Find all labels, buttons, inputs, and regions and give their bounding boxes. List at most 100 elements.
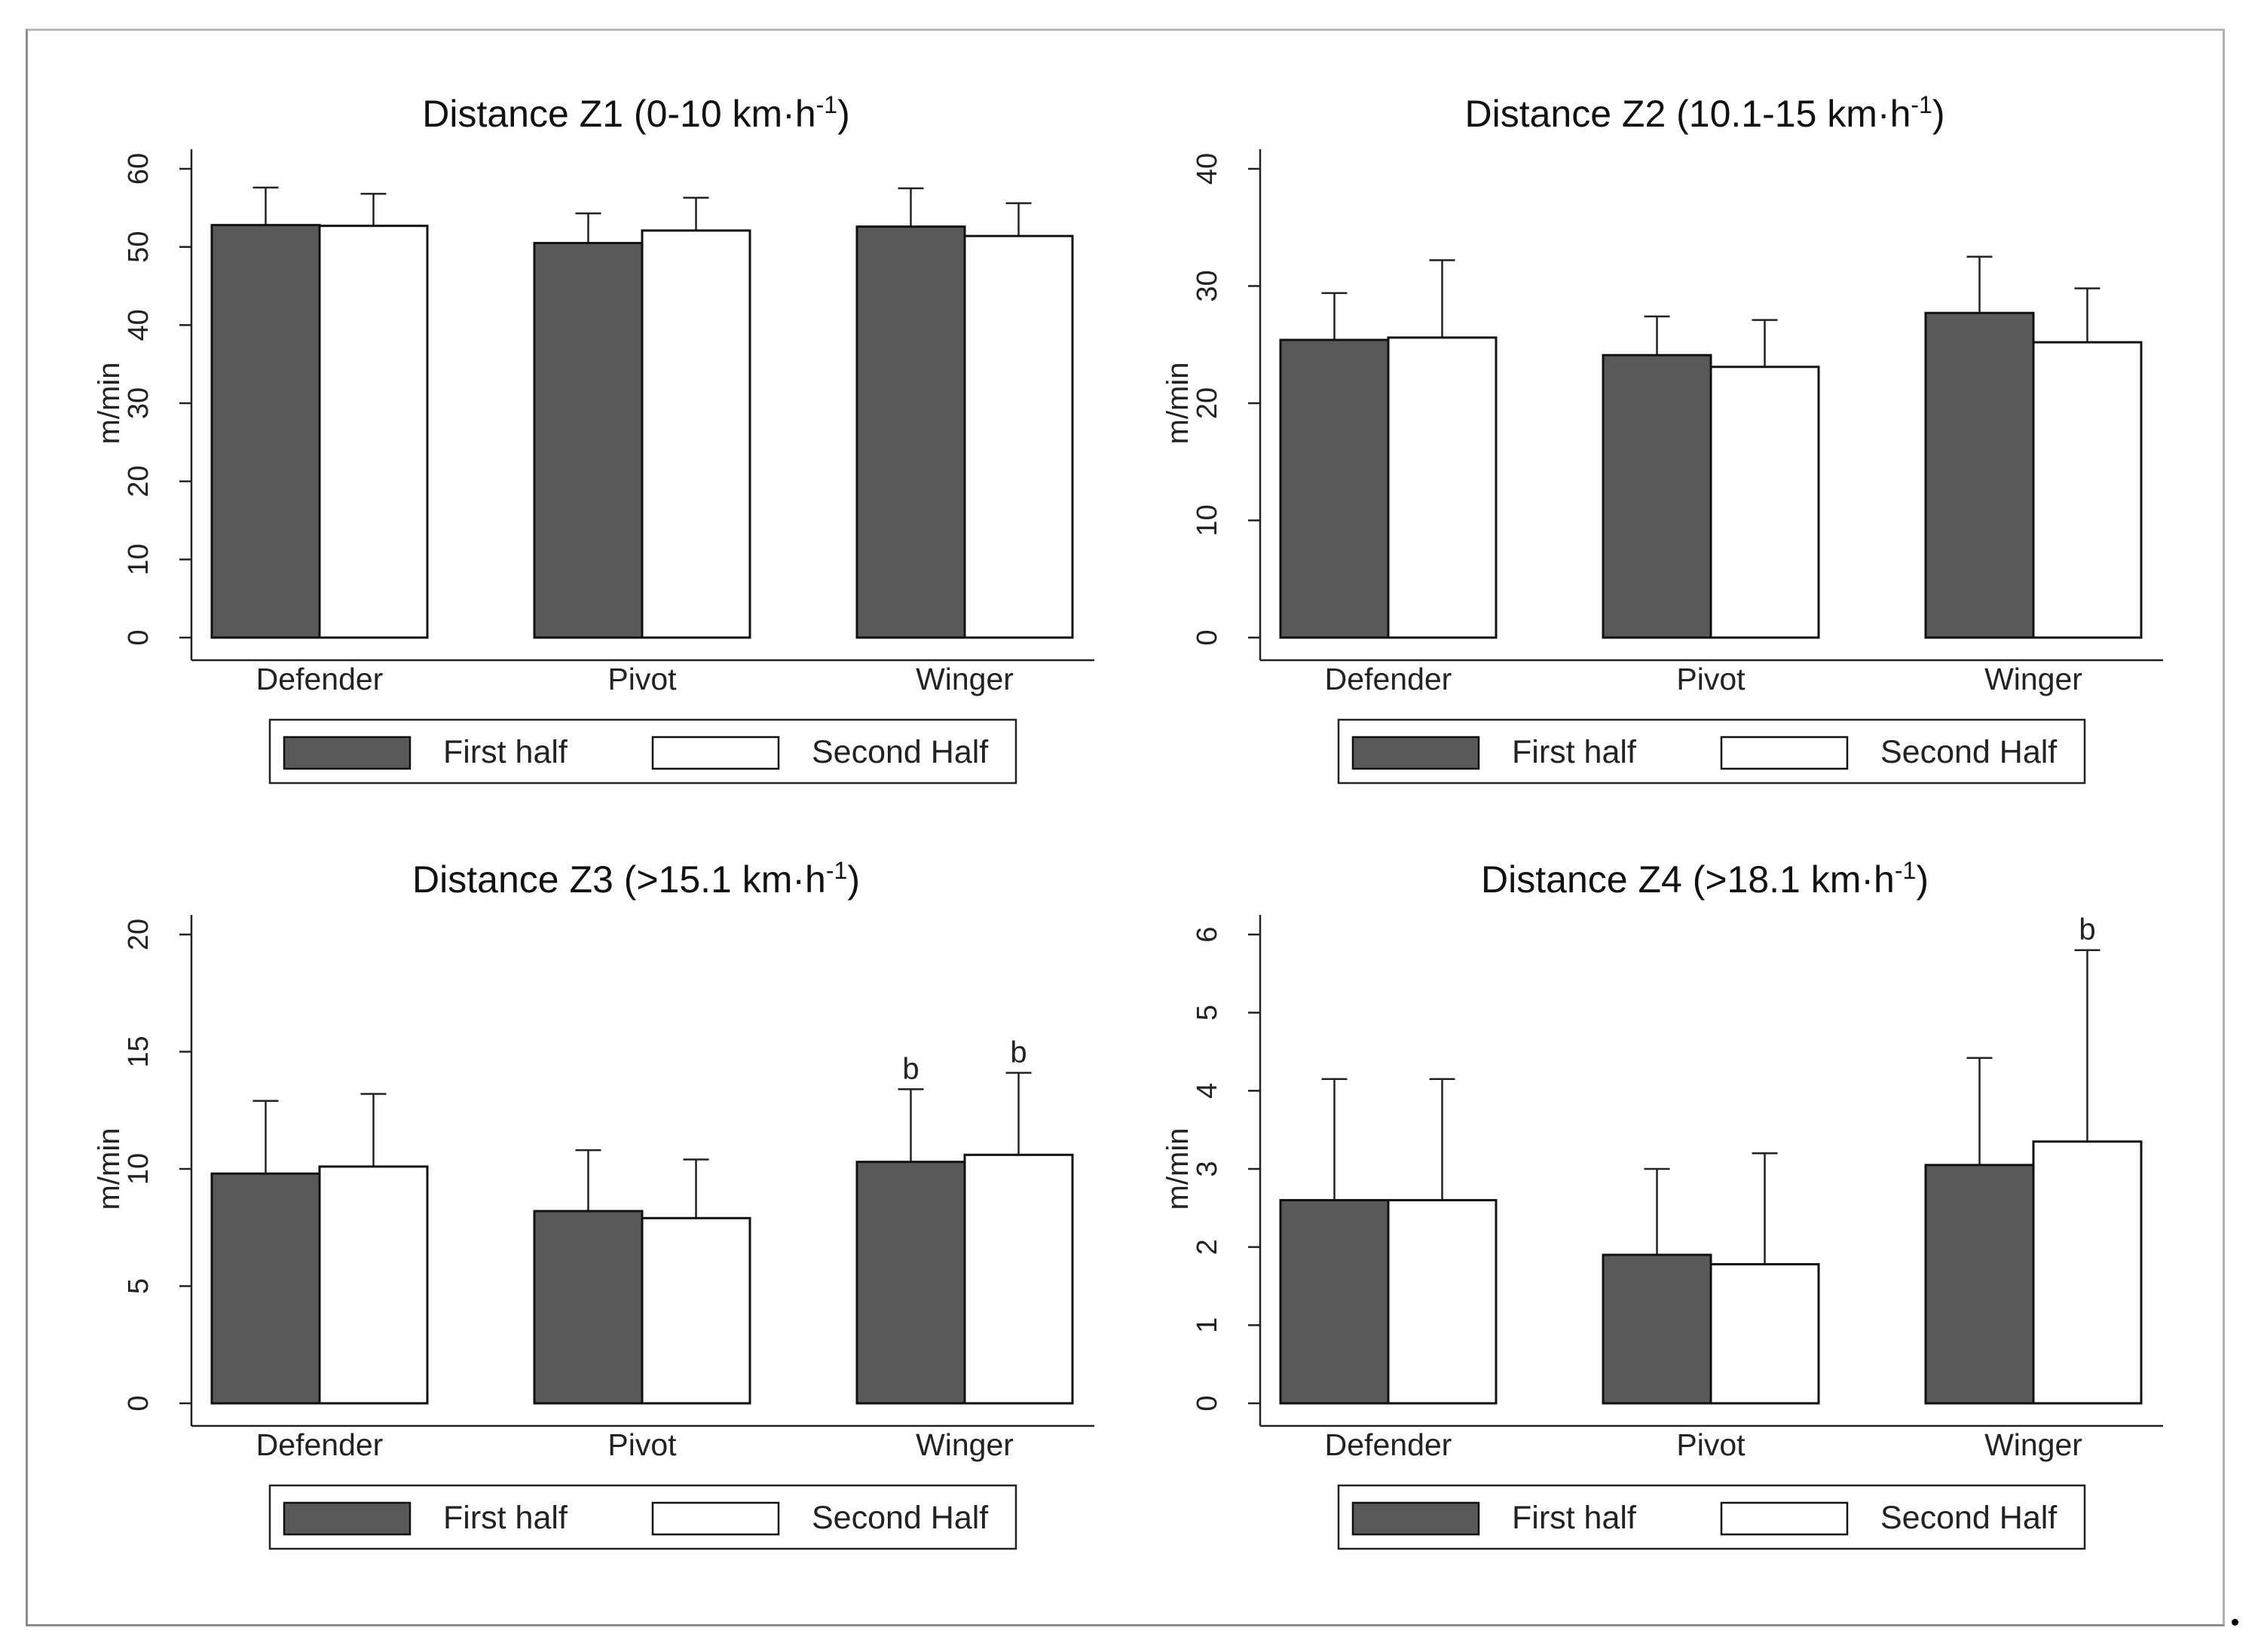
x-category-label: Winger <box>916 662 1014 696</box>
y-tick-label: 30 <box>123 387 155 419</box>
chart-title-superscript: -1 <box>816 91 837 118</box>
bar-winger-second-half <box>2032 1140 2143 1405</box>
trailing-dot <box>2232 1619 2238 1626</box>
legend-label-second-half: Second Half <box>812 1500 989 1536</box>
y-tick-label: 50 <box>123 231 155 263</box>
figure-frame <box>26 29 2225 1626</box>
y-axis-label: m/min <box>93 363 126 445</box>
x-category-label: Defender <box>256 1427 384 1462</box>
x-category-label: Defender <box>256 662 384 696</box>
y-tick-label: 60 <box>123 153 155 185</box>
bar-winger-second-half <box>963 234 1074 639</box>
y-axis-label: m/min <box>1161 1128 1195 1210</box>
legend-label-first-half: First half <box>443 734 568 770</box>
x-category-label: Winger <box>1984 662 2082 696</box>
y-tick-label: 10 <box>1192 504 1223 536</box>
y-tick-label: 40 <box>1192 153 1223 185</box>
chart-title-main: Distance Z1 (0-10 km·h <box>422 93 815 135</box>
bar-winger-first-half <box>855 1161 966 1405</box>
y-tick-label: 40 <box>123 309 155 341</box>
legend-swatch-second-half <box>1720 1501 1849 1536</box>
chart-title-close: ) <box>1932 93 1945 135</box>
legend-label-second-half: Second Half <box>812 734 989 770</box>
bar-defender-first-half <box>1279 1198 1390 1405</box>
legend-swatch-second-half <box>1720 736 1849 770</box>
legend-swatch-second-half <box>651 736 780 770</box>
chart-title-superscript: -1 <box>1911 91 1932 118</box>
significance-annotation: b <box>1010 1036 1027 1069</box>
y-tick-label: 10 <box>123 1153 155 1185</box>
chart-panel-4: Distance Z4 (>18.1 km·h-1) m/min 0 1 2 3 4 5 6 De… <box>1161 857 2163 1550</box>
legend-swatch-first-half <box>1351 736 1480 770</box>
bar-pivot-second-half <box>641 1216 751 1405</box>
y-tick-label: 5 <box>1192 1005 1223 1020</box>
chart-panel-1: Distance Z1 (0-10 km·h-1) m/min 0 10 20 30 40 5… <box>93 91 1094 785</box>
bar-pivot-first-half <box>533 1210 644 1405</box>
legend-label-first-half: First half <box>1512 1500 1637 1536</box>
bar-winger-first-half <box>1924 311 2035 639</box>
y-tick-label: 20 <box>123 919 155 950</box>
chart-title-superscript: -1 <box>1895 857 1916 884</box>
bar-defender-first-half <box>210 224 321 639</box>
x-category-label: Defender <box>1325 1427 1452 1462</box>
bar-defender-second-half <box>318 1165 429 1405</box>
y-tick-label: 1 <box>1192 1317 1223 1333</box>
bar-pivot-first-half <box>533 241 644 639</box>
chart-title: Distance Z1 (0-10 km·h-1) <box>422 91 850 135</box>
x-category-label: Defender <box>1325 662 1452 696</box>
y-axis-label: m/min <box>93 1128 126 1210</box>
chart-title-main: Distance Z2 (10.1-15 km·h <box>1464 93 1911 135</box>
bar-pivot-first-half <box>1602 353 1712 639</box>
y-tick-label: 4 <box>1192 1083 1223 1099</box>
y-tick-label: 20 <box>1192 387 1223 419</box>
chart-title: Distance Z4 (>18.1 km·h-1) <box>1481 857 1929 901</box>
bar-pivot-first-half <box>1602 1253 1712 1405</box>
bar-defender-second-half <box>1387 1198 1498 1405</box>
y-tick-label: 2 <box>1192 1239 1223 1255</box>
x-category-label: Pivot <box>607 662 677 696</box>
x-category-label: Pivot <box>607 1427 677 1462</box>
y-tick-label: 30 <box>1192 270 1223 301</box>
y-tick-label: 0 <box>1192 629 1223 645</box>
chart-title-main: Distance Z3 (>15.1 km·h <box>412 858 826 901</box>
chart-title-close: ) <box>1916 858 1929 901</box>
y-tick-label: 0 <box>1192 1395 1223 1411</box>
bar-defender-first-half <box>1279 338 1390 639</box>
y-tick-label: 6 <box>1192 926 1223 942</box>
y-axis-label: m/min <box>1161 363 1195 445</box>
chart-title: Distance Z2 (10.1-15 km·h-1) <box>1464 91 1944 135</box>
bar-pivot-second-half <box>641 229 751 639</box>
bar-defender-second-half <box>1387 336 1498 639</box>
bar-defender-first-half <box>210 1172 321 1405</box>
legend-swatch-first-half <box>283 736 412 770</box>
bar-defender-second-half <box>318 225 429 639</box>
chart-panel-2: Distance Z2 (10.1-15 km·h-1) m/min 0 10 20 30… <box>1161 91 2163 785</box>
significance-annotation: b <box>902 1052 919 1085</box>
legend-swatch-first-half <box>1351 1501 1480 1536</box>
bar-pivot-second-half <box>1709 1262 1820 1405</box>
legend-swatch-first-half <box>283 1501 412 1536</box>
y-tick-label: 0 <box>123 629 155 645</box>
chart-title-main: Distance Z4 (>18.1 km·h <box>1481 858 1895 901</box>
chart-title-close: ) <box>837 93 850 135</box>
y-tick-label: 3 <box>1192 1161 1223 1176</box>
x-category-label: Pivot <box>1676 662 1746 696</box>
legend-swatch-second-half <box>651 1501 780 1536</box>
x-category-label: Winger <box>916 1427 1014 1462</box>
bar-winger-second-half <box>2032 341 2143 639</box>
legend-label-first-half: First half <box>1512 734 1637 770</box>
y-tick-label: 20 <box>123 466 155 497</box>
bar-pivot-second-half <box>1709 366 1820 639</box>
y-tick-label: 0 <box>123 1395 155 1411</box>
chart-title-superscript: -1 <box>826 857 847 884</box>
legend-label-first-half: First half <box>443 1500 568 1536</box>
y-tick-label: 15 <box>123 1036 155 1067</box>
y-tick-label: 10 <box>123 543 155 575</box>
bar-winger-second-half <box>963 1153 1074 1405</box>
bar-winger-first-half <box>855 225 966 639</box>
chart-title-close: ) <box>847 858 860 901</box>
significance-annotation: b <box>2079 913 2095 947</box>
chart-panel-3: Distance Z3 (>15.1 km·h-1) m/min 0 5 10 15 20 D… <box>93 857 1094 1550</box>
chart-title: Distance Z3 (>15.1 km·h-1) <box>412 857 860 901</box>
